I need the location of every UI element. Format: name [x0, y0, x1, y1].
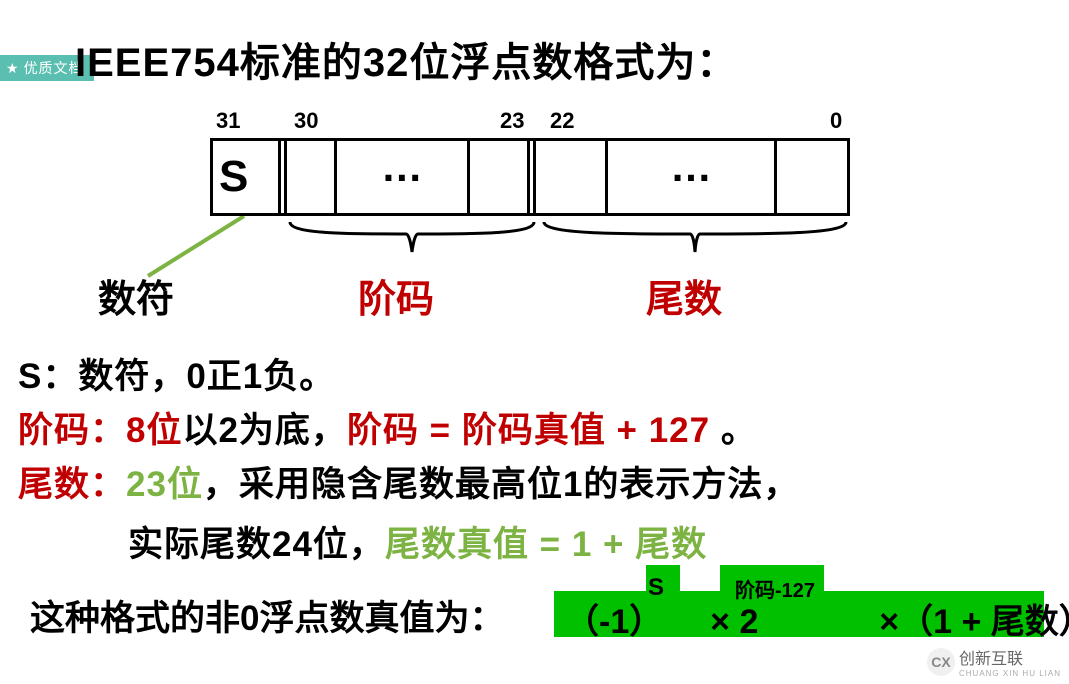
- mantissa-cell-mid: …: [608, 141, 777, 213]
- exponent-cell-left: [287, 141, 337, 213]
- label-sign: 数符: [98, 268, 174, 323]
- l4-part-b: 尾数真值 = 1 + 尾数: [385, 525, 707, 564]
- dots-icon: …: [381, 143, 423, 191]
- l4-part-a: 实际尾数24位，: [128, 525, 385, 564]
- bit-label-31: 31: [216, 108, 240, 134]
- line-formula-intro: 这种格式的非0浮点数真值为：: [30, 590, 504, 641]
- logo-mark-icon: CX: [927, 648, 955, 676]
- formula-exp-jiema: 阶码-127: [735, 574, 815, 603]
- bit-label-22: 22: [550, 108, 574, 134]
- bit-label-30: 30: [294, 108, 318, 134]
- exponent-cell-right: [470, 141, 530, 213]
- formula-base: （-1）: [565, 603, 663, 641]
- formula-mid1: × 2: [710, 603, 758, 641]
- logo-subtext: CHUANG XIN HU LIAN: [959, 669, 1061, 678]
- l2-part-d: 。: [721, 411, 757, 450]
- line-mantissa-desc-1: 尾数：23位，采用隐含尾数最高位1的表示方法，: [18, 456, 799, 507]
- mantissa-cell-right: [777, 141, 847, 213]
- sign-letter: S: [213, 152, 248, 202]
- logo-text: 创新互联: [959, 651, 1023, 668]
- sign-cell: S: [213, 141, 281, 213]
- mantissa-cell-left: [536, 141, 608, 213]
- l2-part-a: 阶码：8位: [18, 411, 182, 450]
- formula-exp-s: S: [648, 574, 664, 602]
- line-mantissa-desc-2: 实际尾数24位，尾数真值 = 1 + 尾数: [128, 516, 707, 567]
- l3-part-b: 23位: [126, 465, 203, 504]
- brace-exponent: [288, 220, 536, 254]
- bit-field-boxes: S … …: [210, 138, 850, 216]
- l3-part-c: ，采用隐含尾数最高位1的表示方法，: [203, 465, 799, 504]
- formula-mid2: ×（1 + 尾数）: [879, 603, 1069, 641]
- page-title: IEEE754标准的32位浮点数格式为：: [75, 30, 737, 88]
- formula-text: （-1） × 2 ×（1 + 尾数）: [565, 594, 1069, 643]
- dots-icon: …: [670, 143, 712, 191]
- brace-mantissa: [542, 220, 848, 254]
- bit-label-23: 23: [500, 108, 524, 134]
- bit-label-0: 0: [830, 108, 842, 134]
- label-mantissa: 尾数: [646, 268, 722, 323]
- line-sign-desc: S：数符，0正1负。: [18, 348, 335, 399]
- star-icon: ★: [6, 60, 20, 76]
- line-exponent-desc: 阶码：8位以2为底，阶码 = 阶码真值 + 127 。: [18, 402, 757, 453]
- l2-part-b: 以2为底，: [182, 411, 346, 450]
- exponent-cell-mid: …: [337, 141, 471, 213]
- label-exponent: 阶码: [358, 268, 434, 323]
- l2-part-c: 阶码 = 阶码真值 + 127: [347, 411, 721, 450]
- brand-logo: CX 创新互联 CHUANG XIN HU LIAN: [927, 645, 1061, 678]
- bit-position-labels: 31 30 23 22 0: [210, 108, 850, 132]
- l3-part-a: 尾数：: [18, 465, 126, 504]
